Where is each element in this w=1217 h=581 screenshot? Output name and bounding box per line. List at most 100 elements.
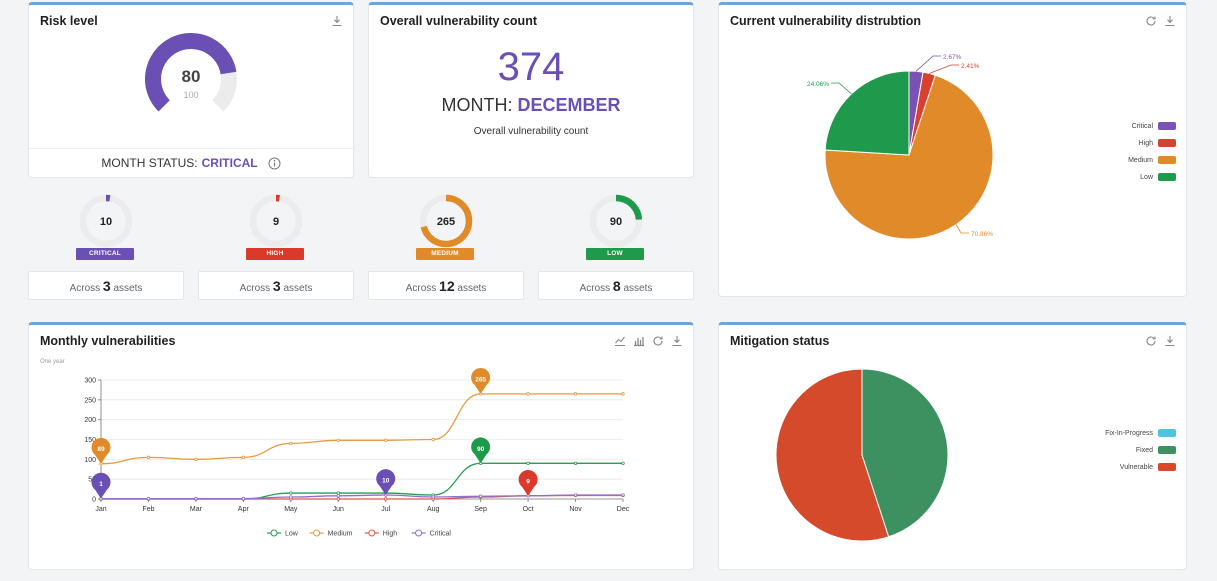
download-icon[interactable] [1164,15,1176,27]
pie-slice-medium[interactable] [824,74,994,240]
marker-label: 89 [97,446,105,453]
overall-count-value: 374 [497,45,565,89]
monthly-line-chart: 050100150200250300JanFebMarAprMayJunJulA… [84,368,630,538]
series-point-low[interactable] [336,491,340,495]
legend-item-fix-in-progress[interactable]: Fix-In-Progress [1105,429,1176,437]
series-point-medium[interactable] [526,392,530,396]
risk-max: 100 [183,90,199,100]
info-icon[interactable] [268,157,281,170]
marker-pin-critical[interactable]: 1 [91,472,111,499]
refresh-icon[interactable] [1145,335,1157,347]
series-point-high[interactable] [336,497,340,501]
series-point-medium[interactable] [621,392,625,396]
month-value: DECEMBER [517,95,621,115]
series-point-critical[interactable] [621,493,625,497]
marker-pin-critical[interactable]: 10 [376,469,396,496]
marker-pin-high[interactable]: 9 [518,469,538,496]
y-tick-label: 100 [84,457,96,464]
distribution-toolbar [1145,15,1176,27]
mitigation-title: Mitigation status [730,334,830,348]
bar-chart-icon[interactable] [633,335,645,347]
monthly-subtitle: One year [40,359,65,365]
marker-pin-medium[interactable]: 265 [471,368,491,394]
legend-text: Medium [328,531,353,538]
series-point-high[interactable] [384,497,388,501]
legend-label: Medium [1128,156,1153,164]
download-icon[interactable] [671,335,683,347]
severity-ring-low: 90 [589,194,643,248]
legend-item-vulnerable[interactable]: Vulnerable [1120,463,1176,471]
refresh-icon[interactable] [652,335,664,347]
legend-text: Low [285,531,299,538]
series-point-critical[interactable] [289,495,293,499]
pie-slice-low[interactable] [824,70,910,156]
series-point-critical[interactable] [573,493,578,497]
assets-count-high: Across 3 assets [198,271,354,300]
legend-swatch [1158,173,1176,181]
severity-badge-high: HIGH [246,248,304,260]
legend-item-medium[interactable]: Medium [1128,156,1176,164]
legend-label: Fix-In-Progress [1105,429,1153,437]
legend-item-low[interactable]: Low [1140,173,1176,181]
series-point-medium[interactable] [336,438,340,442]
marker-label: 90 [477,446,485,453]
series-point-low[interactable] [621,461,625,465]
series-line-low[interactable] [101,462,623,500]
series-point-medium[interactable] [573,392,578,396]
assets-suffix: assets [454,283,487,294]
pie-slice-fixed[interactable] [861,368,949,538]
assets-count-medium: Across 12 assets [368,271,524,300]
legend-item-critical[interactable]: Critical [411,529,452,538]
month-status-label: MONTH STATUS: [101,156,198,170]
series-point-critical[interactable] [146,496,151,501]
marker-pin-medium[interactable]: 89 [91,437,111,464]
legend-item-low[interactable]: Low [267,529,299,538]
series-point-medium[interactable] [241,455,246,460]
x-tick-label: Oct [523,506,534,513]
series-point-medium[interactable] [289,441,293,446]
series-point-medium[interactable] [146,455,151,460]
pie-label-line [831,82,852,95]
series-point-critical[interactable] [431,495,435,499]
marker-label: 9 [526,478,530,485]
series-line-medium[interactable] [100,393,623,465]
assets-number: 3 [102,278,111,294]
pie-slice-vulnerable[interactable] [775,368,890,542]
series-point-low[interactable] [526,461,530,465]
severity-badge-medium: MEDIUM [416,248,474,260]
refresh-icon[interactable] [1145,15,1157,27]
distribution-card: Current vulnerability distrubtion 2.67% 2… [718,2,1187,297]
series-point-critical[interactable] [478,494,483,498]
series-point-medium[interactable] [431,437,435,442]
download-icon[interactable] [1164,335,1176,347]
series-point-low[interactable] [573,461,578,465]
series-point-low[interactable] [289,491,293,495]
y-tick-label: 250 [84,397,96,404]
series-point-medium[interactable] [384,438,388,442]
legend-label: Low [1140,173,1153,181]
line-chart-icon[interactable] [614,335,626,347]
series-point-critical[interactable] [194,496,198,501]
legend-item-critical[interactable]: Critical [1132,122,1176,130]
legend-item-high[interactable]: High [1139,139,1176,147]
severity-ring-fill [420,194,473,248]
legend-marker [270,529,278,537]
marker-pin-low[interactable]: 90 [471,437,491,464]
legend-item-fixed[interactable]: Fixed [1136,446,1176,454]
x-tick-label: Jan [95,506,106,513]
series-point-critical[interactable] [336,494,340,498]
download-icon[interactable] [331,15,343,27]
legend-item-medium[interactable]: Medium [309,529,353,538]
assets-number: 8 [612,278,621,294]
series-line-critical[interactable] [100,494,623,500]
risk-toolbar [331,15,343,27]
series-point-critical[interactable] [241,496,246,501]
severity-count: 9 [273,216,279,228]
marker-label: 265 [475,376,486,383]
legend-swatch [1158,139,1176,147]
legend-item-high[interactable]: High [364,529,398,538]
month-status-value: CRITICAL [201,156,258,170]
series-point-medium[interactable] [194,457,198,462]
assets-label: Across [69,283,103,294]
legend-swatch [1158,156,1176,164]
